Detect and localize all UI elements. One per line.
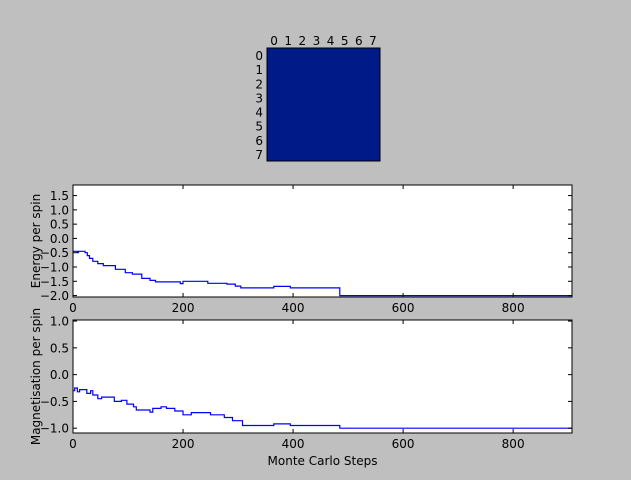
magnetisation-series-line — [73, 387, 572, 429]
energy-series-line — [73, 250, 572, 297]
lattice-y-tick-label: 0 — [255, 49, 263, 63]
energy-y-tick-label: 1.0 — [50, 203, 69, 217]
lattice-x-tick-label: 7 — [369, 34, 377, 48]
energy-y-axis-label: Energy per spin — [29, 194, 43, 288]
energy-axes-background — [73, 185, 572, 297]
energy-x-tick-label: 0 — [69, 301, 77, 315]
lattice-x-tick-label: 5 — [341, 34, 349, 48]
energy-y-tick-label: 0.0 — [50, 232, 69, 246]
energy-y-tick-label: −2.0 — [40, 289, 69, 303]
energy-y-tick-label: −1.0 — [40, 261, 69, 275]
lattice-y-tick-label: 6 — [255, 134, 263, 148]
energy-x-tick-label: 400 — [282, 301, 305, 315]
magnetisation-y-tick-label: 0.5 — [50, 341, 69, 355]
lattice-x-tick-label: 1 — [284, 34, 292, 48]
energy-y-tick-label: 0.5 — [50, 218, 69, 232]
energy-y-tick-label: −0.5 — [40, 246, 69, 260]
lattice-x-tick-label: 6 — [355, 34, 363, 48]
energy-y-tick-label: 1.5 — [50, 189, 69, 203]
magnetisation-y-tick-label: 1.0 — [50, 315, 69, 329]
lattice-y-tick-label: 5 — [255, 120, 263, 134]
lattice-y-tick-label: 2 — [255, 77, 263, 91]
magnetisation-axes-background — [73, 320, 572, 433]
magnetisation-y-tick-label: 0.0 — [50, 368, 69, 382]
lattice-y-tick-label: 4 — [255, 106, 263, 120]
magnetisation-y-tick-label: −1.0 — [40, 422, 69, 436]
magnetisation-y-tick-label: −0.5 — [40, 395, 69, 409]
magnetisation-x-tick-label: 600 — [392, 437, 415, 451]
energy-x-tick-label: 600 — [392, 301, 415, 315]
magnetisation-axes-frame — [72, 319, 573, 434]
energy-x-tick-label: 200 — [172, 301, 195, 315]
lattice-y-tick-label: 7 — [255, 148, 263, 162]
lattice-x-tick-label: 3 — [313, 34, 321, 48]
energy-y-tick-label: −1.5 — [40, 275, 69, 289]
lattice-x-tick-label: 4 — [327, 34, 335, 48]
lattice-y-tick-label: 1 — [255, 63, 263, 77]
lattice-y-tick-label: 3 — [255, 91, 263, 105]
lattice-x-tick-label: 0 — [270, 34, 278, 48]
energy-x-tick-label: 800 — [502, 301, 525, 315]
lattice-x-tick-label: 2 — [298, 34, 306, 48]
magnetisation-x-tick-label: 800 — [502, 437, 525, 451]
magnetisation-plot: 0 200 400 600 800 −1.0 −0.5 0.0 0.5 1.0 Magnetisat… — [29, 308, 573, 468]
magnetisation-x-tick-label: 200 — [172, 437, 195, 451]
magnetisation-y-axis-label: Magnetisation per spin — [29, 308, 43, 445]
energy-plot: 0 200 400 600 800 −2.0−1.5−1.0−0.50.00.51.01.… — [29, 184, 573, 315]
magnetisation-x-tick-label: 400 — [282, 437, 305, 451]
magnetisation-x-axis-label: Monte Carlo Steps — [268, 454, 378, 468]
energy-axes-frame — [72, 184, 573, 298]
lattice-image — [266, 47, 381, 162]
magnetisation-x-tick-label: 0 — [69, 437, 77, 451]
